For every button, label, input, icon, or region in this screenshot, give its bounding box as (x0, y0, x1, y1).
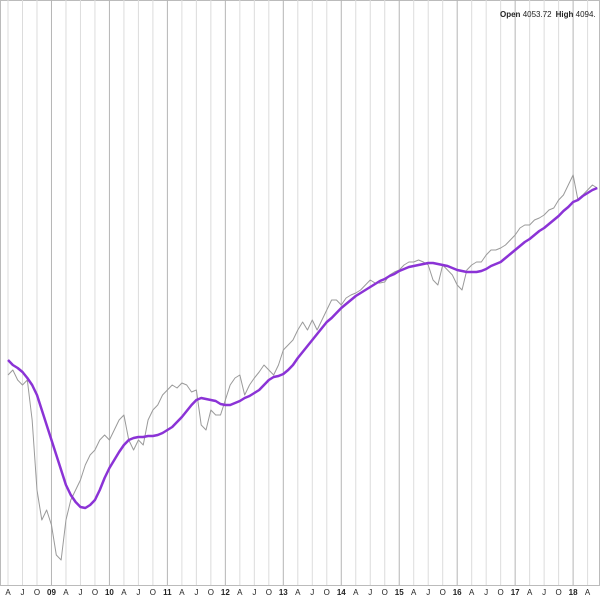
ohlc-value: 4053.72 (522, 10, 552, 19)
x-tick-label: 13 (279, 588, 288, 597)
ohlc-label: High (555, 10, 574, 19)
x-tick-label: 10 (105, 588, 114, 597)
ohlc-label: Open (500, 10, 521, 19)
x-tick-label: A (353, 588, 359, 597)
x-tick-label: A (121, 588, 127, 597)
x-tick-label: O (498, 588, 504, 597)
x-tick-label: O (324, 588, 330, 597)
x-tick-label: J (194, 588, 198, 597)
x-tick-label: A (5, 588, 11, 597)
x-tick-label: A (527, 588, 533, 597)
x-tick-label: J (310, 588, 314, 597)
x-tick-label: 15 (395, 588, 404, 597)
x-tick-label: 16 (453, 588, 462, 597)
x-tick-label: O (266, 588, 272, 597)
ohlc-header: Open 4053.72 High 4094. (500, 10, 600, 19)
ohlc-value: 4094. (575, 10, 596, 19)
x-tick-label: O (208, 588, 214, 597)
plot-frame (0, 0, 600, 586)
x-tick-label: 09 (47, 588, 56, 597)
x-tick-label: O (556, 588, 562, 597)
x-tick-label: A (411, 588, 417, 597)
x-tick-label: A (179, 588, 185, 597)
x-tick-label: J (542, 588, 546, 597)
x-tick-label: 18 (569, 588, 578, 597)
x-tick-label: O (440, 588, 446, 597)
moving-average-line (7, 186, 598, 510)
x-tick-label: 17 (511, 588, 520, 597)
x-tick-label: A (469, 588, 475, 597)
x-tick-label: A (295, 588, 301, 597)
x-tick-label: O (92, 588, 98, 597)
x-tick-label: A (63, 588, 69, 597)
x-tick-label: 12 (221, 588, 230, 597)
x-tick-label: J (136, 588, 140, 597)
x-tick-label: J (252, 588, 256, 597)
x-tick-label: J (426, 588, 430, 597)
x-tick-label: J (368, 588, 372, 597)
x-tick-label: 11 (163, 588, 172, 597)
x-tick-label: A (237, 588, 243, 597)
x-tick-label: O (150, 588, 156, 597)
x-tick-label: A (585, 588, 591, 597)
x-tick-label: J (20, 588, 24, 597)
price-line (7, 174, 598, 561)
x-tick-label: 14 (337, 588, 346, 597)
x-tick-label: J (484, 588, 488, 597)
x-tick-label: J (78, 588, 82, 597)
x-tick-label: O (382, 588, 388, 597)
x-tick-label: O (34, 588, 40, 597)
